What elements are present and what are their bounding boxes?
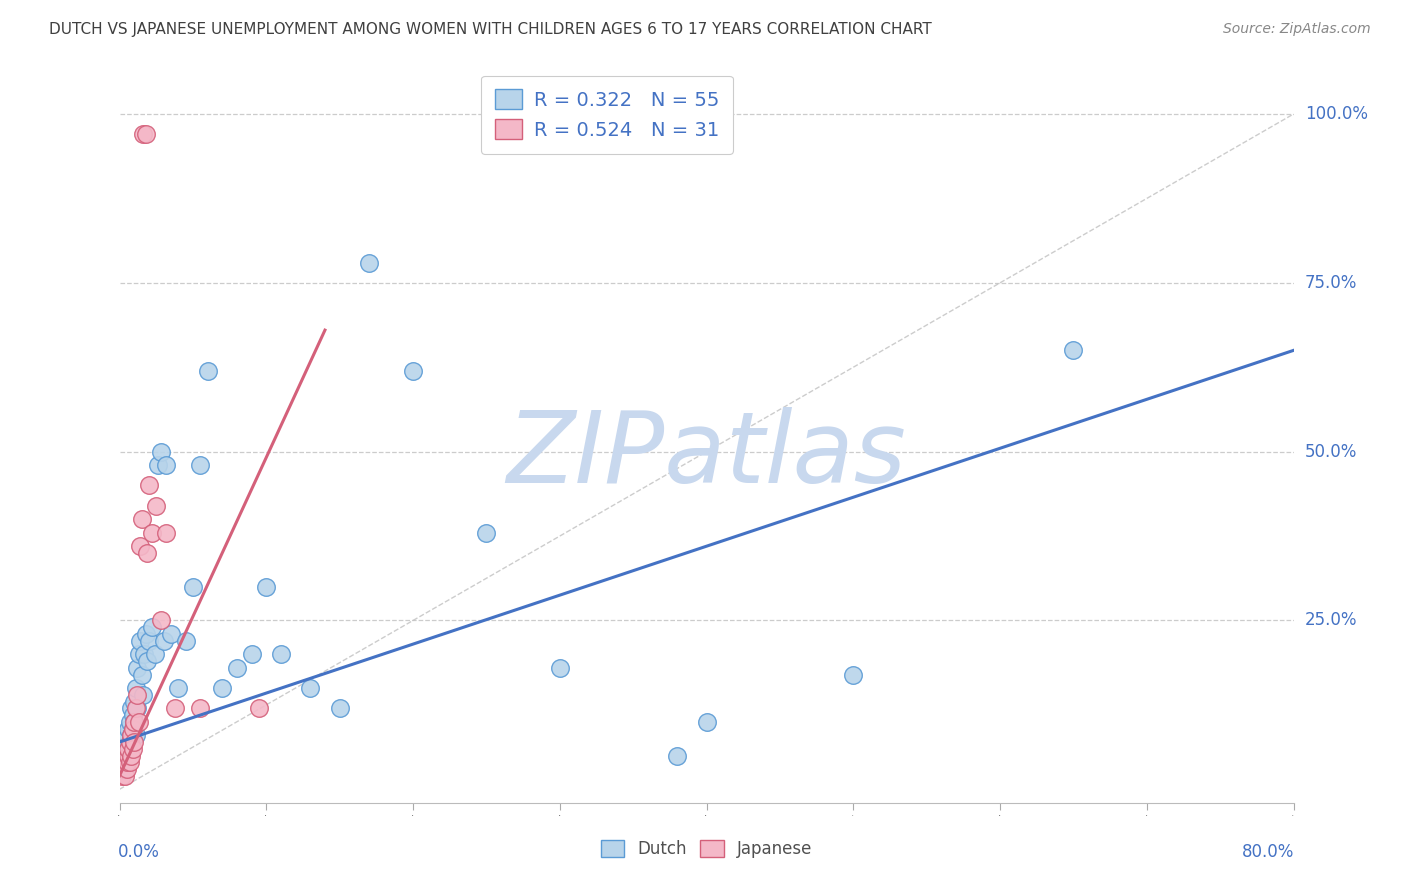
Point <box>299 681 322 695</box>
Text: DUTCH VS JAPANESE UNEMPLOYMENT AMONG WOMEN WITH CHILDREN AGES 6 TO 17 YEARS CORR: DUTCH VS JAPANESE UNEMPLOYMENT AMONG WOM… <box>49 22 932 37</box>
Point <box>118 756 141 770</box>
Text: 80.0%: 80.0% <box>1243 843 1295 861</box>
Point <box>128 714 150 729</box>
Point <box>131 512 153 526</box>
Point <box>149 614 172 628</box>
Point <box>120 748 142 763</box>
Point <box>138 633 160 648</box>
Point <box>121 722 143 736</box>
Point <box>138 478 160 492</box>
Point <box>120 701 142 715</box>
Point <box>146 458 169 472</box>
Point <box>174 633 197 648</box>
Point <box>131 667 153 681</box>
Text: 50.0%: 50.0% <box>1305 442 1357 460</box>
Point <box>155 458 177 472</box>
Point <box>115 728 138 742</box>
Point <box>118 714 141 729</box>
Point <box>225 661 249 675</box>
Point <box>167 681 190 695</box>
Point <box>112 748 135 763</box>
Point <box>129 633 152 648</box>
Point <box>145 499 167 513</box>
Point <box>121 708 143 723</box>
Point <box>120 728 142 742</box>
Point <box>122 735 145 749</box>
Point <box>666 748 689 763</box>
Point <box>122 714 145 729</box>
Point <box>132 128 155 142</box>
Point <box>240 647 263 661</box>
Point <box>143 647 166 661</box>
Point <box>117 741 139 756</box>
Point <box>149 444 172 458</box>
Point <box>114 741 136 756</box>
Point <box>165 701 187 715</box>
Point <box>111 756 134 770</box>
Text: 100.0%: 100.0% <box>1305 105 1368 123</box>
Point <box>135 128 157 142</box>
Point <box>124 681 146 695</box>
Point <box>329 701 352 715</box>
Point <box>121 722 143 736</box>
Point <box>117 741 139 756</box>
Point <box>121 741 143 756</box>
Point <box>117 722 139 736</box>
Point <box>548 661 571 675</box>
Point <box>136 546 159 560</box>
Point <box>141 620 163 634</box>
Point <box>134 647 156 661</box>
Point <box>136 654 159 668</box>
Point <box>127 688 149 702</box>
Text: 0.0%: 0.0% <box>118 843 160 861</box>
Point <box>115 762 138 776</box>
Point <box>115 756 138 770</box>
Point <box>254 580 277 594</box>
Point <box>188 701 211 715</box>
Point <box>112 762 135 776</box>
Point <box>120 728 142 742</box>
Point <box>1062 343 1084 358</box>
Point <box>127 661 149 675</box>
Point <box>118 735 141 749</box>
Point <box>114 769 136 783</box>
Point <box>197 364 219 378</box>
Point <box>132 688 155 702</box>
Point <box>115 748 138 763</box>
Legend: Dutch, Japanese: Dutch, Japanese <box>592 832 821 867</box>
Point <box>114 762 136 776</box>
Point <box>357 255 380 269</box>
Text: ZIPatlas: ZIPatlas <box>506 408 907 505</box>
Point <box>124 701 146 715</box>
Point <box>124 728 146 742</box>
Point <box>247 701 270 715</box>
Point <box>842 667 865 681</box>
Point <box>117 748 139 763</box>
Point <box>696 714 718 729</box>
Point <box>188 458 211 472</box>
Point <box>129 539 152 553</box>
Point <box>118 735 141 749</box>
Text: 25.0%: 25.0% <box>1305 612 1357 630</box>
Text: Source: ZipAtlas.com: Source: ZipAtlas.com <box>1223 22 1371 37</box>
Point <box>155 525 177 540</box>
Point <box>111 769 134 783</box>
Text: 75.0%: 75.0% <box>1305 274 1357 292</box>
Point <box>122 694 145 708</box>
Point <box>270 647 292 661</box>
Point <box>127 701 149 715</box>
Point <box>122 714 145 729</box>
Point <box>135 627 157 641</box>
Point <box>160 627 183 641</box>
Point <box>152 633 174 648</box>
Point <box>181 580 204 594</box>
Point <box>475 525 498 540</box>
Point <box>211 681 233 695</box>
Point <box>402 364 425 378</box>
Point <box>128 647 150 661</box>
Point <box>141 525 163 540</box>
